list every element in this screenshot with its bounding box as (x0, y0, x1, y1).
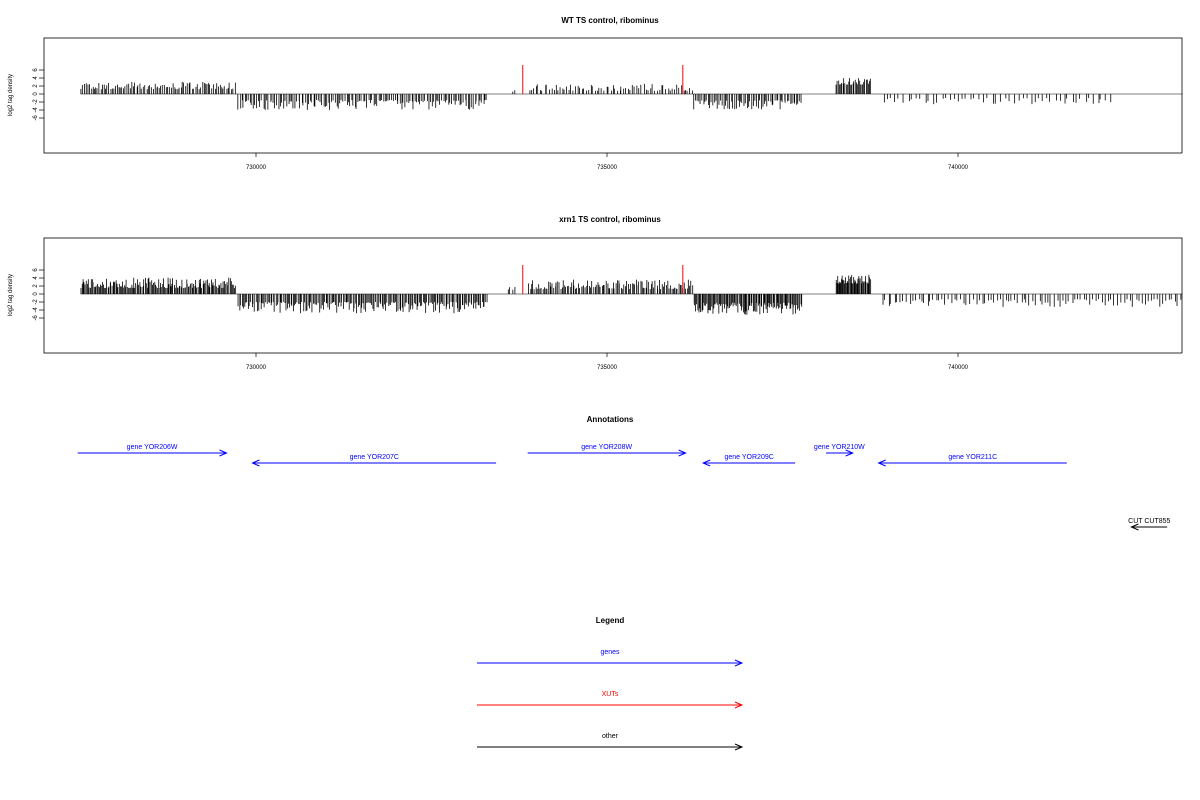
annotations-title: Annotations (587, 415, 634, 424)
y-tick-label: -6 (33, 315, 39, 321)
y-tick-label: 0 (33, 92, 39, 96)
legend-label: XUTs (602, 691, 619, 698)
x-tick-label: 730000 (246, 165, 267, 171)
feature-label: gene YOR209C (725, 454, 774, 461)
arrow-head (701, 459, 711, 467)
y-axis: 6 4 2 0 -2 -4 -6 (33, 268, 44, 321)
y-axis-label: log2 tag density (8, 274, 14, 316)
feature-label: gene YOR207C (350, 454, 399, 461)
y-tick-label: -2 (33, 99, 39, 105)
density-bars (80, 274, 1183, 315)
panel-title: WT TS control, ribominus (561, 16, 659, 25)
y-tick-label: -6 (33, 115, 39, 121)
x-axis: 730000 735000 740000 (246, 153, 969, 171)
x-tick-label: 740000 (948, 165, 969, 171)
y-tick-label: 4 (33, 76, 39, 80)
y-tick-label: 2 (33, 284, 39, 288)
xut-spikes (522, 265, 684, 294)
y-axis: 6 4 2 0 -2 -4 -6 (33, 68, 44, 121)
arrow-head (678, 449, 687, 457)
annotation-feature: gene YOR209C (701, 454, 796, 467)
density-bars (80, 78, 1183, 110)
arrow-head (734, 659, 744, 667)
legend: Legend genes XUTs other (477, 616, 744, 751)
xut-spikes (522, 65, 684, 94)
plot-frame (43, 37, 1183, 154)
legend-item: other (477, 733, 744, 751)
y-tick-label: -2 (33, 299, 39, 305)
y-tick-label: -4 (33, 307, 39, 313)
feature-label: gene YOR210W (814, 444, 865, 451)
annotation-feature: gene YOR207C (251, 454, 497, 467)
y-tick-label: 4 (33, 276, 39, 280)
legend-label: other (602, 733, 619, 740)
x-tick-label: 735000 (597, 165, 618, 171)
annotation-feature: CUT CUT855 (1128, 518, 1171, 531)
feature-label: gene YOR211C (948, 454, 997, 461)
panel-wt: WT TS control, ribominus log2 tag densit… (8, 16, 1183, 171)
legend-items: genes XUTs other (477, 649, 744, 751)
legend-label: genes (600, 649, 620, 656)
arrow-head (877, 459, 886, 467)
annotation-items: gene YOR206W gene YOR207C gene YOR208W gene… (77, 444, 1171, 531)
y-axis-label: log2 tag density (8, 74, 14, 116)
x-axis: 730000 735000 740000 (246, 353, 969, 371)
plot-frame (43, 237, 1183, 354)
arrow-head (251, 459, 260, 467)
arrow-head (734, 701, 744, 709)
y-tick-label: 2 (33, 84, 39, 88)
x-tick-label: 730000 (246, 365, 267, 371)
arrow-head (219, 449, 228, 457)
annotation-feature: gene YOR211C (877, 454, 1067, 467)
legend-item: genes (477, 649, 744, 667)
arrow-head (734, 743, 744, 751)
legend-item: XUTs (477, 691, 744, 709)
annotation-feature: gene YOR206W (77, 444, 228, 457)
y-tick-label: -4 (33, 107, 39, 113)
y-tick-label: 6 (33, 68, 39, 72)
panel-title: xrn1 TS control, ribominus (559, 215, 661, 224)
y-tick-label: 0 (33, 292, 39, 296)
feature-label: gene YOR208W (581, 444, 632, 451)
feature-label: gene YOR206W (127, 444, 178, 451)
x-tick-label: 735000 (597, 365, 618, 371)
arrow-head (1130, 523, 1139, 531)
arrow-head (845, 449, 854, 457)
annotation-feature: gene YOR208W (527, 444, 687, 457)
feature-label: CUT CUT855 (1128, 518, 1170, 525)
y-tick-label: 6 (33, 268, 39, 272)
x-tick-label: 740000 (948, 365, 969, 371)
annotation-feature: gene YOR210W (814, 444, 865, 457)
legend-title: Legend (596, 616, 625, 625)
panel-xrn1: xrn1 TS control, ribominus log2 tag dens… (8, 215, 1183, 371)
